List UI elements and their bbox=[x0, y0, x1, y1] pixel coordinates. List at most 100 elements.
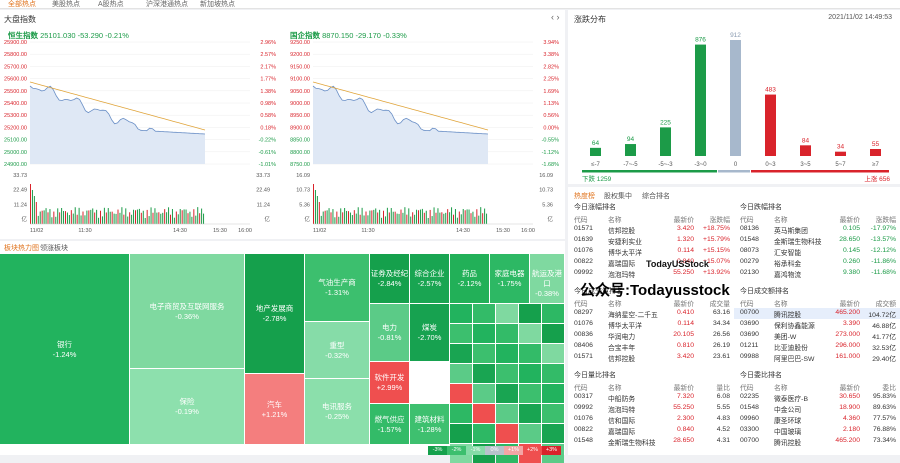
sector-cell-small[interactable] bbox=[473, 344, 495, 363]
ranking-row[interactable]: 01076 博华太平洋 0.114 +15.15% bbox=[568, 246, 734, 257]
sector-cell-small[interactable] bbox=[519, 324, 541, 343]
ranking-row[interactable]: 01076 信和国际 2.300 4.83 bbox=[568, 414, 734, 425]
sector-cell[interactable]: 电力 -0.81% bbox=[370, 304, 409, 361]
sector-cell[interactable]: 汽车 +1.21% bbox=[245, 374, 304, 444]
ranking-row[interactable]: 08406 合宝丰年 0.810 26.19 bbox=[568, 341, 734, 352]
sector-cell-small[interactable] bbox=[450, 364, 472, 383]
sector-cell[interactable]: 煤炭 -2.70% bbox=[410, 304, 449, 361]
ranking-row[interactable]: 00822 嘉瑞国际 0.840 +15.07% bbox=[568, 257, 734, 268]
sector-cell-small[interactable] bbox=[496, 424, 518, 443]
sector-cell-small[interactable] bbox=[496, 304, 518, 323]
ranking-row[interactable]: 02235 微泰医疗-B 30.650 95.83% bbox=[734, 392, 900, 403]
ranking-row[interactable]: 01571 信邦控股 3.420 +18.75% bbox=[568, 224, 734, 235]
sector-cell-small[interactable] bbox=[496, 404, 518, 423]
sector-cell-small[interactable] bbox=[496, 324, 518, 343]
ranking-row[interactable]: 09992 泡泡玛特 55.250 5.55 bbox=[568, 403, 734, 414]
sector-cell-small[interactable] bbox=[519, 304, 541, 323]
sector-cell-small[interactable] bbox=[473, 304, 495, 323]
sector-cell-small[interactable] bbox=[473, 324, 495, 343]
ranking-row[interactable]: 02130 嘉鸿物流 9.380 -11.68% bbox=[734, 268, 900, 279]
tab-hot-list[interactable]: 热度榜 bbox=[574, 193, 595, 200]
sector-cell[interactable]: 药品 -2.12% bbox=[450, 254, 489, 303]
sector-cell[interactable]: 保险 -0.19% bbox=[130, 369, 244, 444]
ranking-row[interactable]: 09960 康圣环球 4.360 77.57% bbox=[734, 414, 900, 425]
sector-cell[interactable]: 证券及经纪 -2.84% bbox=[370, 254, 409, 303]
sector-cell-small[interactable] bbox=[542, 324, 564, 343]
sector-cell-small[interactable] bbox=[519, 404, 541, 423]
ranking-row[interactable]: 09992 泡泡玛特 55.250 +13.92% bbox=[568, 268, 734, 279]
sector-cell-small[interactable] bbox=[519, 384, 541, 403]
ranking-row[interactable]: 01548 金斯瑞生物科技 28.650 4.31 bbox=[568, 436, 734, 447]
tab-all-hot[interactable]: 全部热点 bbox=[8, 1, 36, 8]
sector-cell-small[interactable] bbox=[473, 364, 495, 383]
sector-cell-small[interactable] bbox=[473, 424, 495, 443]
sector-cell-small[interactable] bbox=[450, 404, 472, 423]
ranking-row[interactable]: 01639 安捷利实业 1.320 +15.79% bbox=[568, 235, 734, 246]
sector-cell[interactable]: 气油生产商 -1.31% bbox=[305, 254, 369, 321]
hsi-header[interactable]: 恒生指数 25101.030 -53.290 -0.21% bbox=[8, 30, 129, 41]
sector-cell-small[interactable] bbox=[473, 404, 495, 423]
sector-cell-small[interactable] bbox=[519, 344, 541, 363]
sector-cell-small[interactable] bbox=[496, 364, 518, 383]
sector-cell-small[interactable] bbox=[450, 304, 472, 323]
sector-cell[interactable]: 重型 -0.32% bbox=[305, 322, 369, 378]
sector-cell[interactable]: 软件开发 +2.99% bbox=[370, 362, 409, 403]
ranking-row[interactable]: 08136 英马斯集团 0.105 -17.97% bbox=[734, 224, 900, 235]
sector-cell[interactable]: 家庭电器 -1.75% bbox=[490, 254, 529, 303]
ranking-row[interactable]: 00700 腾讯控股 465.200 73.34% bbox=[734, 436, 900, 447]
sector-cell-small[interactable] bbox=[450, 424, 472, 443]
tab-singapore-hot[interactable]: 新加坡热点 bbox=[200, 1, 235, 8]
ranking-row[interactable]: 01548 中金公司 18.900 89.63% bbox=[734, 403, 900, 414]
ranking-row[interactable]: 00836 华润电力 20.105 26.56 bbox=[568, 330, 734, 341]
ranking-row[interactable]: 03690 美团-W 273.000 41.77亿 bbox=[734, 330, 900, 341]
sector-cell[interactable]: 综合企业 -2.57% bbox=[410, 254, 449, 303]
ranking-row[interactable]: 00700 腾讯控股 465.200 104.72亿 bbox=[734, 308, 900, 319]
ranking-row[interactable]: 01211 比亚迪股份 296.000 32.53亿 bbox=[734, 341, 900, 352]
hscei-header[interactable]: 国企指数 8870.150 -29.170 -0.33% bbox=[290, 30, 407, 41]
tab-us-hot[interactable]: 美股热点 bbox=[52, 1, 80, 8]
hsi-vol-bar bbox=[150, 207, 152, 224]
prev-next-icon[interactable]: ‹ › bbox=[551, 12, 560, 22]
sector-cell-small[interactable] bbox=[496, 344, 518, 363]
hscei-intraday-chart[interactable]: 9250.00 3.94% 9200.00 3.38% 9150.00 2.82% 9100… bbox=[283, 38, 565, 238]
hscei-vol-bar bbox=[386, 207, 388, 224]
sector-cell-small[interactable] bbox=[542, 344, 564, 363]
ranking-row[interactable]: 08297 海纳星空-二千五 0.410 63.16 bbox=[568, 308, 734, 319]
ranking-row[interactable]: 03300 中国玻璃 2.180 76.88% bbox=[734, 425, 900, 436]
sector-cell-small[interactable] bbox=[450, 324, 472, 343]
sector-cell[interactable]: 燃气供应 -1.57% bbox=[370, 404, 409, 444]
sector-cell-small[interactable] bbox=[542, 404, 564, 423]
ranking-row[interactable]: 08073 汇安智能 0.145 -12.12% bbox=[734, 246, 900, 257]
ranking-row[interactable]: 09988 阿里巴巴-SW 161.000 29.40亿 bbox=[734, 352, 900, 363]
sector-cell-small[interactable] bbox=[542, 384, 564, 403]
sector-cell-small[interactable] bbox=[542, 304, 564, 323]
sector-cell-small[interactable] bbox=[519, 424, 541, 443]
sector-cell-small[interactable] bbox=[450, 344, 472, 363]
ranking-row[interactable]: 00317 中船防务 7.320 6.08 bbox=[568, 392, 734, 403]
tab-a-share-hot[interactable]: A股热点 bbox=[98, 1, 124, 8]
sector-cell[interactable]: 银行 -1.24% bbox=[0, 254, 129, 444]
sector-cell[interactable]: 电子商贸及互联网服务 -0.36% bbox=[130, 254, 244, 368]
ranking-row[interactable]: 00279 裕承科金 0.260 -11.86% bbox=[734, 257, 900, 268]
sector-cell-small[interactable] bbox=[450, 384, 472, 403]
tab-connect-hot[interactable]: 沪深港通热点 bbox=[146, 1, 188, 8]
ranking-row[interactable]: 01548 金斯瑞生物科技 28.650 -13.57% bbox=[734, 235, 900, 246]
sector-cell[interactable]: 建筑材料 -1.28% bbox=[410, 404, 449, 444]
sector-cell-small[interactable] bbox=[519, 364, 541, 383]
hsi-intraday-chart[interactable]: 25900.00 2.96% 25800.00 2.57% 25700.00 2.17% 2… bbox=[0, 38, 282, 238]
tab-heatmap[interactable]: 板块热力图 bbox=[4, 245, 39, 252]
tab-leading-sectors[interactable]: 领涨板块 bbox=[40, 245, 68, 252]
tab-composite-rank[interactable]: 综合排名 bbox=[642, 193, 670, 200]
ranking-row[interactable]: 00822 嘉瑞国际 0.840 4.52 bbox=[568, 425, 734, 436]
tab-concentration[interactable]: 股权集中 bbox=[604, 193, 632, 200]
sector-cell[interactable]: 航运及港口 -0.38% bbox=[530, 254, 564, 303]
sector-cell[interactable]: 地产发展商 -2.78% bbox=[245, 254, 304, 373]
ranking-row[interactable]: 03690 保利协鑫能源 3.390 46.88亿 bbox=[734, 319, 900, 330]
ranking-row[interactable]: 01076 博华太平洋 0.114 34.34 bbox=[568, 319, 734, 330]
sector-cell-small[interactable] bbox=[496, 384, 518, 403]
ranking-row[interactable]: 01571 信邦控股 3.420 23.61 bbox=[568, 352, 734, 363]
sector-cell-small[interactable] bbox=[542, 424, 564, 443]
sector-cell[interactable]: 电讯服务 -0.25% bbox=[305, 379, 369, 444]
sector-cell-small[interactable] bbox=[473, 384, 495, 403]
sector-cell-small[interactable] bbox=[542, 364, 564, 383]
